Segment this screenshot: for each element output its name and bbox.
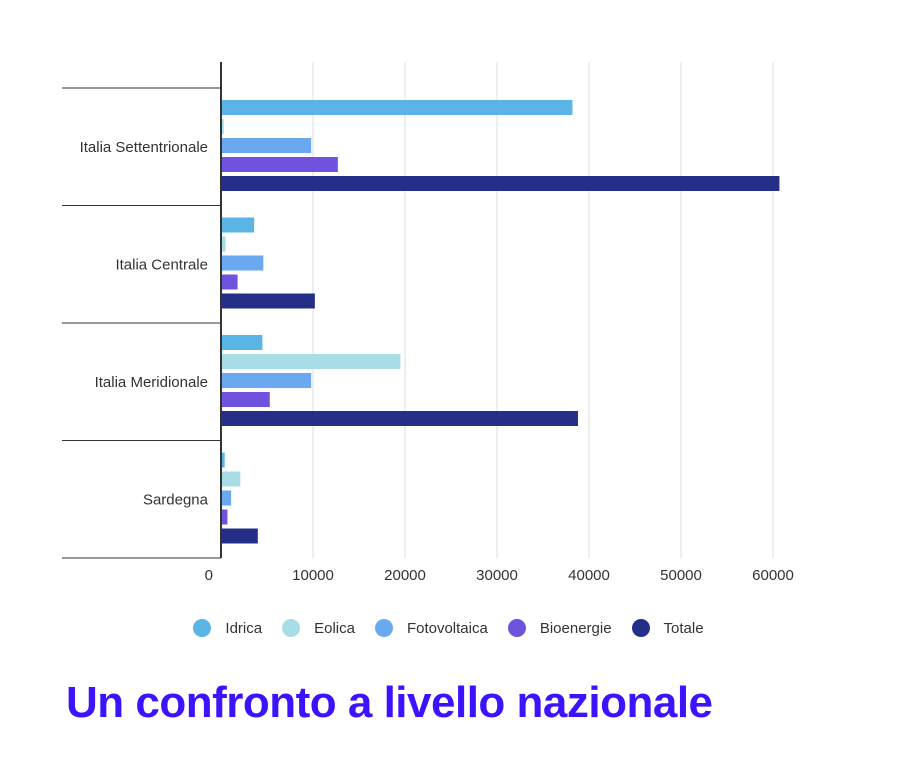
x-tick-label: 60000 bbox=[752, 567, 794, 584]
category-label: Italia Settentrionale bbox=[80, 139, 208, 156]
bar-fotovoltaica-2 bbox=[221, 373, 312, 388]
bar-idrica-2 bbox=[221, 335, 263, 350]
legend: Idrica Eolica Fotovoltaica Bioenergie Totale bbox=[0, 614, 897, 642]
x-tick-label: 50000 bbox=[660, 567, 702, 584]
legend-swatch bbox=[631, 619, 650, 637]
legend-item: Idrica bbox=[193, 619, 262, 637]
bar-bioenergie-0 bbox=[221, 157, 338, 172]
bar-fotovoltaica-0 bbox=[221, 138, 312, 153]
bar-idrica-0 bbox=[221, 100, 573, 115]
legend-label: Totale bbox=[663, 619, 704, 637]
legend-label: Idrica bbox=[225, 619, 263, 637]
bar-fotovoltaica-3 bbox=[221, 490, 232, 506]
category-label: Italia Meridionale bbox=[95, 374, 208, 391]
bar-idrica-3 bbox=[221, 452, 225, 468]
bar-fotovoltaica-1 bbox=[221, 255, 264, 271]
category-label: Sardegna bbox=[143, 491, 209, 508]
bar-chart: Italia Settentrionale Italia Centrale Ital… bbox=[62, 62, 794, 584]
chart-area: Italia Settentrionale Italia Centrale Ital… bbox=[62, 62, 794, 584]
x-tick-label: 10000 bbox=[292, 567, 334, 584]
bar-totale-0 bbox=[221, 176, 780, 191]
category-label: Italia Centrale bbox=[115, 256, 208, 273]
legend-label: Bioenergie bbox=[539, 619, 612, 637]
x-tick-label: 0 bbox=[205, 567, 213, 584]
bar-bioenergie-2 bbox=[221, 392, 270, 407]
x-tick-label: 40000 bbox=[568, 567, 610, 584]
legend-swatch bbox=[193, 619, 212, 637]
x-tick-label: 30000 bbox=[476, 567, 518, 584]
bar-eolica-0 bbox=[221, 119, 224, 134]
bar-totale-2 bbox=[221, 411, 578, 426]
legend-swatch bbox=[374, 619, 393, 637]
chart-title: Un confronto a livello nazionale bbox=[66, 678, 713, 727]
legend-item: Bioenergie bbox=[507, 619, 612, 637]
bar-eolica-2 bbox=[221, 354, 401, 369]
legend-item: Eolica bbox=[282, 619, 355, 637]
legend-swatch bbox=[282, 619, 301, 637]
legend-item: Totale bbox=[631, 619, 704, 637]
legend-item: Fotovoltaica bbox=[374, 619, 488, 637]
x-tick-label: 20000 bbox=[384, 567, 426, 584]
legend-label: Eolica bbox=[314, 619, 355, 637]
bar-eolica-3 bbox=[221, 471, 241, 487]
bar-idrica-1 bbox=[221, 217, 255, 233]
bar-totale-1 bbox=[221, 293, 315, 309]
legend-swatch bbox=[507, 619, 526, 637]
bar-totale-3 bbox=[221, 528, 258, 544]
bar-bioenergie-1 bbox=[221, 274, 238, 290]
bar-eolica-1 bbox=[221, 236, 226, 252]
legend-label: Fotovoltaica bbox=[406, 619, 488, 637]
bar-bioenergie-3 bbox=[221, 509, 228, 525]
